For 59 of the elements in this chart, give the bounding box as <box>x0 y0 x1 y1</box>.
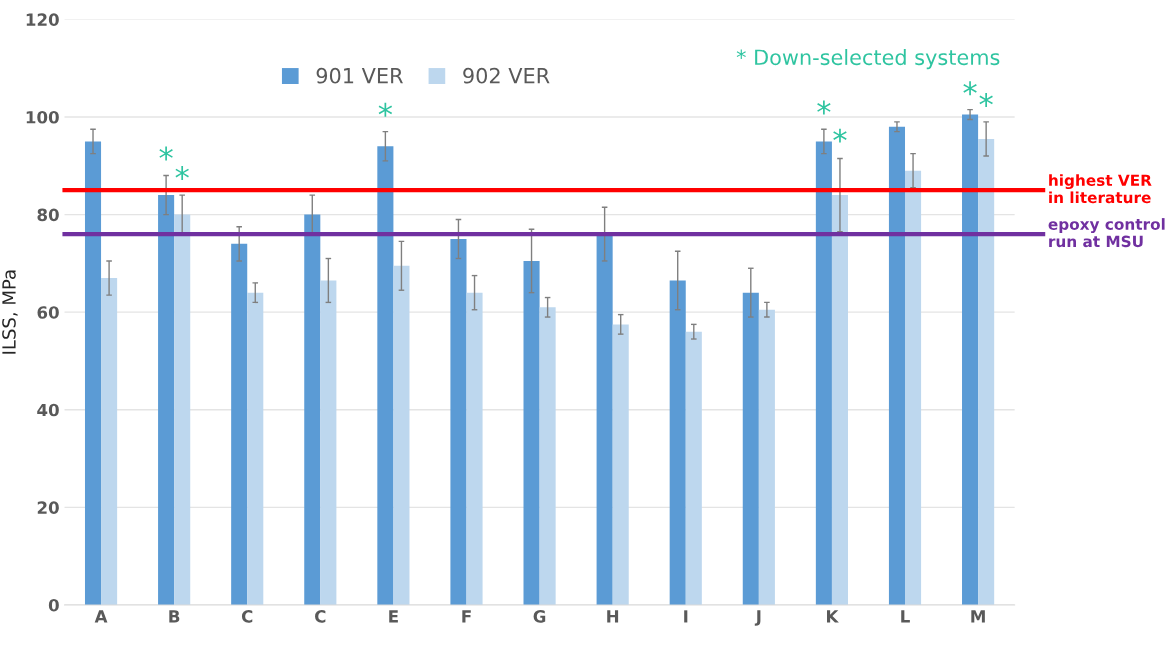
x-tick-label: E <box>389 610 398 623</box>
bar <box>831 195 849 605</box>
bar <box>174 214 191 605</box>
bar <box>962 114 979 605</box>
bar <box>539 307 556 605</box>
bar <box>905 170 922 605</box>
annotation: * <box>963 81 977 96</box>
bar <box>247 292 264 605</box>
y-tick-label: 40 <box>37 403 59 417</box>
bar <box>815 141 832 605</box>
y-tick-label: 60 <box>37 306 59 319</box>
x-tick-label: H <box>607 610 619 623</box>
annotation: * <box>159 146 173 161</box>
x-tick-label: L <box>901 610 910 623</box>
bar <box>758 309 775 605</box>
x-tick-label: M <box>971 610 985 623</box>
x-tick-label: K <box>827 610 839 623</box>
x-tick-label: I <box>684 610 688 623</box>
bar <box>158 195 175 605</box>
annotation: * <box>833 128 847 143</box>
x-tick-label: C <box>241 610 253 623</box>
annotation: * Down-selected systems <box>736 49 1000 70</box>
bar <box>466 292 483 605</box>
bar <box>612 324 629 605</box>
bar <box>101 278 118 605</box>
bar <box>304 214 321 605</box>
legend-label: 901 VER <box>316 67 403 84</box>
x-tick-label: F <box>462 610 471 623</box>
bar <box>450 238 467 605</box>
bar <box>523 260 540 605</box>
y-tick-label: 80 <box>37 208 59 222</box>
bar <box>669 280 686 605</box>
x-tick-label: C <box>315 610 326 623</box>
x-tick-label: J <box>754 610 761 626</box>
bar <box>685 331 702 605</box>
ref-line-label: highest VER in literature <box>1049 174 1152 204</box>
annotation: * <box>817 100 831 115</box>
x-tick-label: B <box>169 610 180 623</box>
y-tick-label: 0 <box>48 598 59 612</box>
legend-label: 902 VER <box>463 67 550 84</box>
x-tick-label: G <box>533 610 546 623</box>
annotation: * <box>979 92 993 107</box>
y-tick-label: 100 <box>26 110 59 124</box>
bar <box>377 146 394 605</box>
y-tick-label: 20 <box>37 501 59 514</box>
bar <box>393 265 410 605</box>
bar <box>320 280 337 605</box>
ref-line-label: epoxy control run at MSU <box>1048 218 1165 248</box>
bar <box>596 234 613 605</box>
y-tick-label: 120 <box>26 13 59 26</box>
bar <box>742 292 759 605</box>
bar <box>84 141 102 605</box>
bar <box>888 126 906 605</box>
bar <box>231 243 248 605</box>
x-tick-label: A <box>94 610 108 623</box>
y-axis-title: ILSS, MPa <box>2 270 18 354</box>
annotation: * <box>175 166 189 180</box>
annotation: * <box>378 102 393 117</box>
bar <box>978 138 995 605</box>
